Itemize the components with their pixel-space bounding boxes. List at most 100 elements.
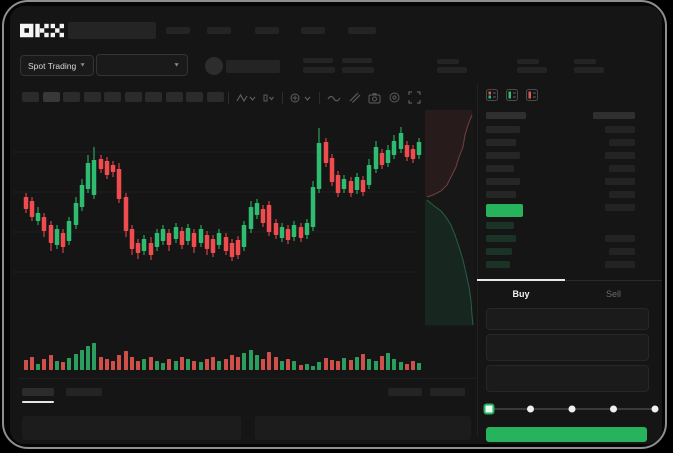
candle-body <box>310 187 316 227</box>
candle-body <box>160 229 166 241</box>
candle-body <box>410 149 416 159</box>
bid-row-left[interactable] <box>486 261 510 268</box>
bid-row-right[interactable] <box>605 235 635 242</box>
timeframe-placeholder[interactable] <box>186 92 203 102</box>
volume-bar <box>380 356 384 370</box>
candle-body <box>216 233 222 245</box>
search-placeholder[interactable] <box>68 22 156 39</box>
slider-stop[interactable] <box>527 405 534 413</box>
slider-stop[interactable] <box>568 405 576 413</box>
bid-row-right[interactable] <box>605 261 635 268</box>
volume-bar <box>111 361 115 370</box>
orderbook-split-view-icon[interactable] <box>486 89 498 101</box>
candle-body <box>398 133 404 149</box>
volume-bar <box>255 355 259 370</box>
bid-row-left[interactable] <box>486 248 512 255</box>
bottom-action-placeholder[interactable] <box>388 388 422 396</box>
ask-row-left[interactable] <box>486 126 520 133</box>
ask-row-right[interactable] <box>609 165 635 172</box>
bottom-action-placeholder[interactable] <box>430 388 465 396</box>
slider-handle[interactable] <box>483 403 495 415</box>
ask-row-right[interactable] <box>609 139 635 146</box>
timeframe-placeholder[interactable] <box>124 92 142 102</box>
candlestick-chart[interactable] <box>13 105 475 377</box>
timeframe-placeholder[interactable] <box>165 92 183 102</box>
market-type-dropdown[interactable]: Spot Trading ▼ <box>20 55 94 76</box>
ask-row-right[interactable] <box>605 126 635 133</box>
drawing-icon[interactable] <box>348 91 361 104</box>
price-input[interactable] <box>486 308 649 330</box>
candle-body <box>110 165 116 172</box>
orderbook-header-left <box>486 112 526 119</box>
line-tools-icon[interactable] <box>327 92 341 104</box>
ask-row-left[interactable] <box>486 191 516 198</box>
chart-toolbar <box>228 90 421 105</box>
nav-item-placeholder[interactable] <box>166 27 190 34</box>
bid-row-left[interactable] <box>486 235 516 242</box>
volume-bar <box>392 359 396 370</box>
volume-bar <box>292 361 296 370</box>
candle-body <box>223 237 229 251</box>
depth-chart-bg <box>425 109 474 327</box>
ask-row-right[interactable] <box>605 204 635 211</box>
candle-body <box>148 243 154 255</box>
timeframe-placeholder[interactable] <box>104 92 121 102</box>
toolbar-separator <box>319 91 320 104</box>
orderbook-bids-view-icon[interactable] <box>506 89 518 101</box>
candle-body <box>335 175 341 193</box>
nav-item-placeholder[interactable] <box>255 27 279 34</box>
compare-icon[interactable] <box>290 92 312 104</box>
candle-body <box>323 142 329 163</box>
volume-bar <box>42 359 46 370</box>
amount-input[interactable] <box>486 334 649 361</box>
ask-row-left[interactable] <box>486 139 516 146</box>
ask-row-right[interactable] <box>609 191 635 198</box>
fullscreen-icon[interactable] <box>408 91 421 104</box>
bid-row-right[interactable] <box>609 248 635 255</box>
volume-bar <box>142 359 146 370</box>
pair-selector-dropdown[interactable]: ▼ <box>96 54 188 76</box>
timeframe-placeholder[interactable] <box>206 92 224 102</box>
settings-gear-icon[interactable] <box>388 91 401 104</box>
timeframe-placeholder[interactable] <box>42 92 60 102</box>
candle-type-chevron-icon[interactable] <box>263 92 275 104</box>
bid-row-left[interactable] <box>486 222 514 229</box>
nav-item-placeholder[interactable] <box>301 27 325 34</box>
timeframe-placeholder[interactable] <box>63 92 80 102</box>
candle-body <box>235 240 241 255</box>
timeframe-placeholder[interactable] <box>145 92 162 102</box>
buy-submit-button[interactable] <box>486 427 647 442</box>
volume-bar <box>161 363 165 370</box>
candle-body <box>60 233 66 247</box>
ask-row-right[interactable] <box>605 178 635 185</box>
candle-body <box>279 227 285 238</box>
volume-bar <box>349 360 353 370</box>
candle-body <box>273 223 279 235</box>
candle-body <box>373 147 379 169</box>
ask-row-left[interactable] <box>486 165 514 172</box>
timeframe-placeholder[interactable] <box>83 92 101 102</box>
tab-buy[interactable]: Buy <box>512 289 530 299</box>
bottom-tab-active[interactable] <box>22 388 54 396</box>
ask-row-left[interactable] <box>486 178 520 185</box>
candle-body <box>416 142 422 155</box>
bottom-tab[interactable] <box>66 388 102 396</box>
nav-item-placeholder[interactable] <box>348 27 376 34</box>
amount-slider[interactable] <box>480 399 662 419</box>
stat-value-placeholder <box>437 67 467 73</box>
stat-value-placeholder <box>342 67 374 73</box>
slider-stop[interactable] <box>610 405 617 413</box>
indicator-icon[interactable] <box>236 92 256 104</box>
nav-item-placeholder[interactable] <box>207 27 231 34</box>
tab-sell[interactable]: Sell <box>605 289 621 299</box>
candle-body <box>135 243 141 253</box>
timeframe-placeholder[interactable] <box>22 92 39 102</box>
camera-icon[interactable] <box>368 92 381 104</box>
slider-stop[interactable] <box>651 405 659 413</box>
orderbook-view-toggles <box>486 89 538 101</box>
ask-row-left[interactable] <box>486 152 520 159</box>
ask-row-right[interactable] <box>605 152 635 159</box>
total-input[interactable] <box>486 365 649 392</box>
orderbook-asks-view-icon[interactable] <box>526 89 538 101</box>
volume-bar <box>230 355 234 370</box>
